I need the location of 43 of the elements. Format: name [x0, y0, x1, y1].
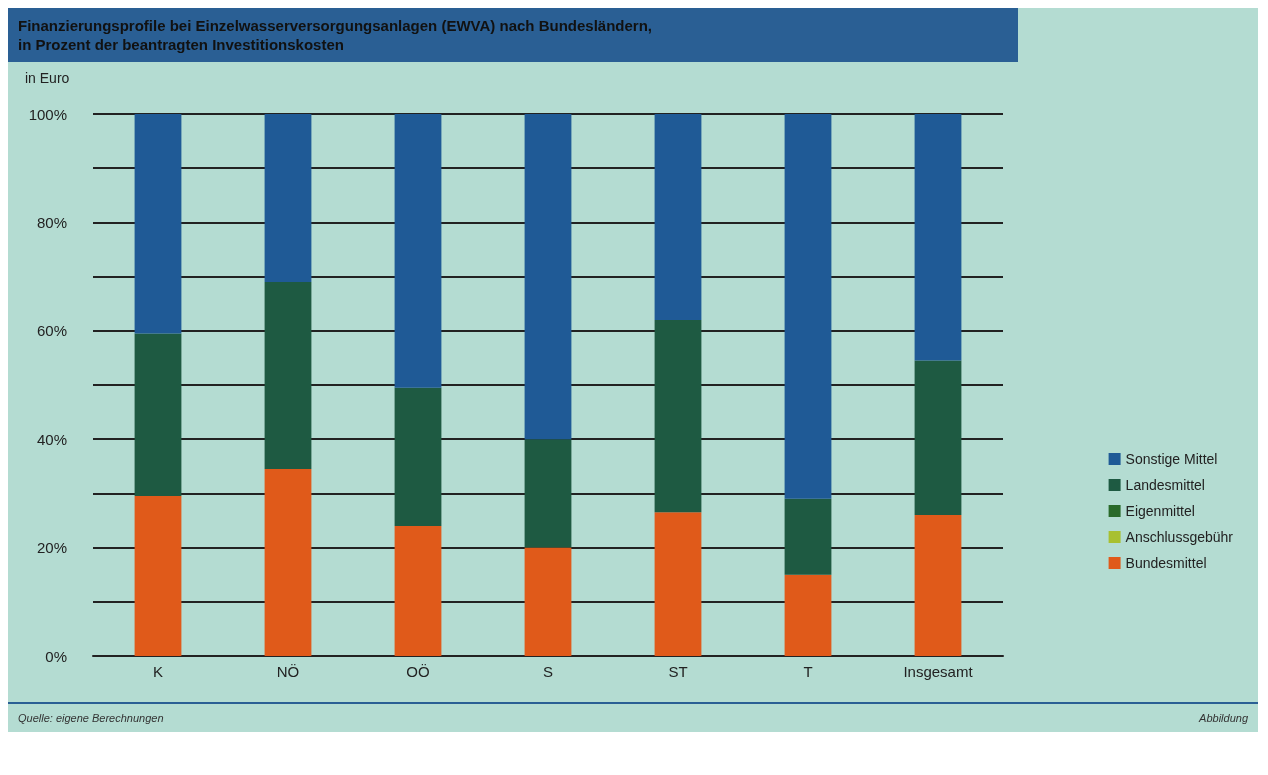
- y-tick-label: 20%: [36, 539, 67, 557]
- y-tick-label: 0%: [45, 647, 67, 665]
- source-note: Quelle: eigene Berechnungen: [18, 712, 164, 724]
- bar: [394, 114, 442, 388]
- bar: [784, 574, 832, 656]
- bar: [914, 515, 962, 656]
- bar: [524, 114, 572, 440]
- bar: [264, 282, 312, 470]
- y-tick-label: 60%: [36, 322, 67, 340]
- bar: [134, 114, 182, 334]
- bar: [914, 360, 962, 516]
- chart-title: Finanzierungsprofile bei Einzelwasserversorgungsanlagen (EWVA) nach Bundesländern, in Prozent der beantragten Investitionskosten: [8, 8, 1018, 62]
- bar: [394, 525, 442, 656]
- legend-label: Landesmittel: [1125, 477, 1205, 493]
- x-tick-label: NÖ: [276, 663, 300, 680]
- bar: [394, 387, 442, 526]
- bar: [654, 114, 702, 320]
- legend-label: Eigenmittel: [1125, 503, 1195, 519]
- legend-label: Sonstige Mittel: [1125, 451, 1218, 467]
- legend-label: Anschlussgebühr: [1125, 529, 1234, 545]
- y-tick-label: 100%: [28, 105, 67, 123]
- y-axis-title: in Euro: [25, 70, 70, 86]
- y-tick-label: 40%: [36, 430, 67, 448]
- bar: [134, 333, 182, 497]
- x-tick-label: K: [152, 663, 164, 680]
- bar: [784, 498, 832, 575]
- bar: [784, 114, 832, 499]
- x-tick-label: OÖ: [406, 663, 430, 680]
- bar: [524, 547, 572, 656]
- bar: [654, 512, 702, 656]
- y-tick-label: 80%: [36, 213, 67, 231]
- text: Abbildung: [1199, 712, 1248, 724]
- bar: [654, 319, 702, 513]
- bar: [914, 114, 962, 361]
- x-tick-label: Insgesamt: [903, 663, 974, 680]
- bar: [524, 439, 572, 548]
- bar: [264, 469, 312, 656]
- x-tick-label: S: [542, 663, 554, 680]
- legend-label: Bundesmittel: [1125, 555, 1207, 571]
- bar: [264, 114, 312, 283]
- x-tick-label: ST: [668, 663, 688, 680]
- x-tick-label: T: [803, 663, 813, 680]
- bar: [134, 496, 182, 656]
